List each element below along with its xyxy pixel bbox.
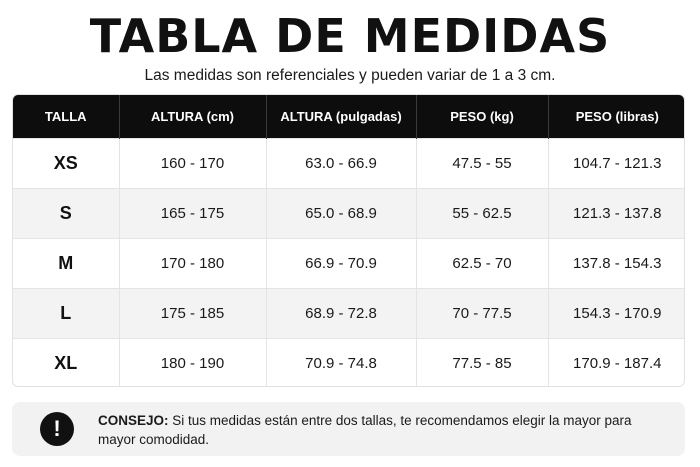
height-in-cell: 66.9 - 70.9: [266, 237, 417, 288]
table-row: M 170 - 180 66.9 - 70.9 62.5 - 70 137.8 …: [13, 237, 684, 288]
height-in-cell: 63.0 - 66.9: [266, 137, 417, 188]
size-cell: L: [13, 287, 120, 338]
size-cell: XL: [13, 337, 120, 386]
header-altura-cm: ALTURA (cm): [119, 95, 267, 138]
weight-lb-cell: 121.3 - 137.8: [548, 187, 684, 238]
header-altura-pulgadas: ALTURA (pulgadas): [266, 95, 417, 138]
weight-kg-cell: 62.5 - 70: [416, 237, 549, 288]
tip-label: CONSEJO:: [98, 413, 169, 428]
height-in-cell: 70.9 - 74.8: [266, 337, 417, 386]
header-peso-libras: PESO (libras): [575, 108, 659, 124]
weight-lb-cell: 170.9 - 187.4: [548, 337, 684, 386]
size-cell: XS: [13, 137, 120, 188]
size-cell: M: [13, 237, 120, 288]
height-cm-cell: 165 - 175: [119, 187, 267, 238]
table-row: XS 160 - 170 63.0 - 66.9 47.5 - 55 104.7…: [13, 137, 684, 188]
size-table: TALLA ALTURA (cm) ALTURA (pulgadas) PESO…: [13, 95, 684, 386]
size-cell: S: [13, 187, 120, 238]
table-header-row: TALLA ALTURA (cm) ALTURA (pulgadas) PESO…: [13, 95, 684, 138]
weight-kg-cell: 55 - 62.5: [416, 187, 549, 238]
size-table-container: TALLA ALTURA (cm) ALTURA (pulgadas) PESO…: [12, 94, 685, 387]
table-row: L 175 - 185 68.9 - 72.8 70 - 77.5 154.3 …: [13, 287, 684, 338]
weight-kg-cell: 70 - 77.5: [416, 287, 549, 338]
height-cm-cell: 160 - 170: [119, 137, 267, 188]
height-cm-cell: 170 - 180: [119, 237, 267, 288]
height-in-cell: 65.0 - 68.9: [266, 187, 417, 238]
weight-kg-cell: 47.5 - 55: [416, 137, 549, 188]
header-peso-kg: PESO (kg): [416, 95, 549, 138]
height-cm-cell: 180 - 190: [119, 337, 267, 386]
tip-text: CONSEJO: Si tus medidas están entre dos …: [98, 411, 658, 449]
weight-lb-cell: 154.3 - 170.9: [548, 287, 684, 338]
weight-kg-cell: 77.5 - 85: [416, 337, 549, 386]
exclamation-icon: !: [40, 412, 74, 446]
header-talla: TALLA: [13, 95, 120, 138]
page-subtitle: Las medidas son referenciales y pueden v…: [144, 67, 556, 84]
tip-body: Si tus medidas están entre dos tallas, t…: [98, 413, 632, 447]
height-in-cell: 68.9 - 72.8: [266, 287, 417, 338]
table-row: XL 180 - 190 70.9 - 74.8 77.5 - 85 170.9…: [13, 337, 684, 386]
weight-lb-cell: 137.8 - 154.3: [548, 237, 684, 288]
table-row: S 165 - 175 65.0 - 68.9 55 - 62.5 121.3 …: [13, 187, 684, 238]
tip-box: ! CONSEJO: Si tus medidas están entre do…: [12, 402, 685, 456]
page-title: TABLA DE MEDIDAS: [89, 9, 611, 63]
height-cm-cell: 175 - 185: [119, 287, 267, 338]
weight-lb-cell: 104.7 - 121.3: [548, 137, 684, 188]
